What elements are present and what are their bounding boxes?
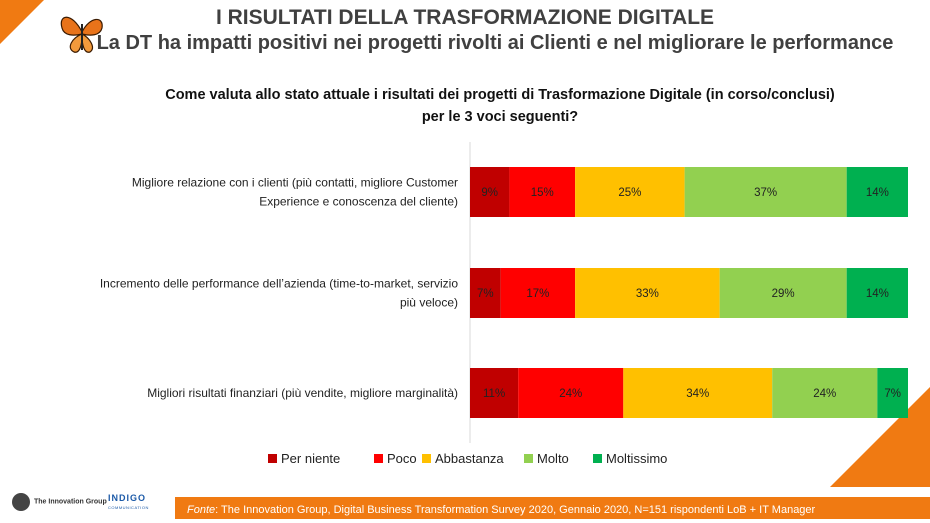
category-label: Incremento delle performance dell’aziend… xyxy=(100,277,458,291)
data-label: 17% xyxy=(526,288,549,300)
question-line-2: per le 3 voci seguenti? xyxy=(421,109,579,125)
footer-bar xyxy=(175,497,930,519)
legend-label: Abbastanza xyxy=(435,451,504,466)
source-note: Fonte: The Innovation Group, Digital Bus… xyxy=(187,504,816,516)
data-label: 14% xyxy=(866,288,889,300)
category-label: Experience e conoscenza del cliente) xyxy=(259,195,458,209)
bar-segment xyxy=(470,167,510,217)
category-label: Migliori risultati finanziari (più vendi… xyxy=(147,386,458,400)
bar-segment xyxy=(719,268,847,318)
bar-segment xyxy=(846,167,908,217)
page-subtitle: La DT ha impatti positivi nei progetti r… xyxy=(96,32,894,54)
data-label: 29% xyxy=(772,288,795,300)
category-label: Migliore relazione con i clienti (più co… xyxy=(132,176,458,190)
bar-segment xyxy=(772,368,878,418)
bar-segment xyxy=(684,167,847,217)
data-label: 25% xyxy=(618,187,641,199)
bar-segment xyxy=(623,368,773,418)
bar-segment xyxy=(518,368,624,418)
innovation-group-logo: The Innovation Group xyxy=(12,493,107,511)
category-label: più veloce) xyxy=(400,296,458,310)
bar-segment xyxy=(846,268,908,318)
bar-segment xyxy=(575,268,720,318)
legend-swatch xyxy=(374,454,383,463)
data-label: 11% xyxy=(483,388,505,400)
data-label: 24% xyxy=(813,388,836,400)
data-label: 7% xyxy=(884,388,901,400)
legend-label: Per niente xyxy=(281,451,340,466)
bar-segment xyxy=(470,368,519,418)
butterfly-icon xyxy=(60,16,103,53)
footer: The Innovation Group INDIGO COMMUNICATIO… xyxy=(0,487,930,523)
question-line-1: Come valuta allo stato attuale i risulta… xyxy=(165,87,835,103)
bar-segment xyxy=(509,167,576,217)
data-label: 37% xyxy=(754,187,777,199)
legend-swatch xyxy=(268,454,277,463)
corner-decoration xyxy=(0,0,44,44)
data-label: 14% xyxy=(866,187,889,199)
indigo-logo: INDIGO COMMUNICATION xyxy=(108,493,149,510)
data-label: 7% xyxy=(477,288,494,300)
legend-label: Molto xyxy=(537,451,569,466)
legend-label: Moltissimo xyxy=(606,451,667,466)
bar-segment xyxy=(877,368,908,418)
legend-swatch xyxy=(524,454,533,463)
bar-segment xyxy=(470,268,501,318)
logo-mark-icon xyxy=(12,493,30,511)
legend-swatch xyxy=(422,454,431,463)
data-label: 33% xyxy=(636,288,659,300)
data-label: 24% xyxy=(559,388,582,400)
bar-segment xyxy=(575,167,685,217)
legend-label: Poco xyxy=(387,451,417,466)
legend-swatch xyxy=(593,454,602,463)
data-label: 15% xyxy=(531,187,554,199)
data-label: 34% xyxy=(686,388,709,400)
bar-segment xyxy=(500,268,576,318)
data-label: 9% xyxy=(481,187,498,199)
page-title: I RISULTATI DELLA TRASFORMAZIONE DIGITAL… xyxy=(215,6,715,29)
survey-question: Come valuta allo stato attuale i risulta… xyxy=(100,84,900,128)
